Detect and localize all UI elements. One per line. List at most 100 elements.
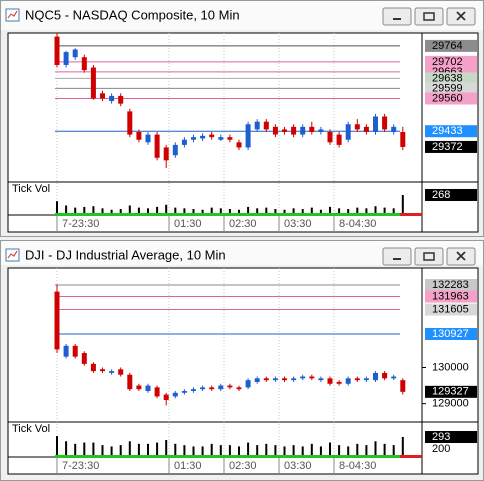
- time-label: 8-04:30: [339, 460, 376, 472]
- volume-bar: [192, 446, 195, 456]
- price-label-box: [425, 303, 477, 316]
- price-label: 130927: [432, 328, 469, 340]
- candle-body: [318, 129, 324, 132]
- volume-bar: [374, 206, 377, 214]
- price-label-box: [425, 290, 477, 303]
- volume-bar: [338, 208, 341, 214]
- volume-bar: [219, 445, 222, 456]
- candle-body: [336, 134, 342, 145]
- candle-body: [400, 380, 406, 392]
- price-label: 29702: [432, 56, 463, 68]
- volume-label: 293: [432, 431, 450, 443]
- candle-body: [254, 121, 260, 130]
- volume-label-box: [425, 188, 477, 201]
- price-label: 131963: [432, 290, 469, 302]
- volume-bar: [347, 209, 350, 214]
- restore-button[interactable]: [414, 7, 444, 26]
- candle-body: [373, 372, 378, 381]
- candle-body: [90, 67, 96, 99]
- candle-body: [282, 129, 287, 132]
- volume-bar: [292, 445, 295, 456]
- volume-bar: [74, 207, 77, 214]
- candle-body: [100, 93, 105, 99]
- price-label-box: [425, 140, 477, 153]
- time-label: 02:30: [229, 218, 257, 230]
- window-icon-glyph: [7, 250, 18, 259]
- candle-body: [209, 134, 215, 138]
- volume-bar: [165, 204, 168, 214]
- volume-bar: [274, 209, 277, 214]
- candle-body: [163, 147, 169, 161]
- time-label: 7-23:30: [62, 218, 99, 230]
- volume-bar: [156, 442, 159, 456]
- volume-bar: [374, 441, 377, 456]
- volume-bar: [310, 443, 313, 456]
- volume-bar: [65, 441, 68, 456]
- volume-bar: [110, 446, 113, 456]
- volume-bar: [247, 442, 250, 456]
- minimize-button[interactable]: [382, 247, 412, 266]
- candle-body: [181, 139, 187, 145]
- chart-area: [7, 267, 423, 475]
- candle-body: [363, 126, 369, 132]
- restore-glyph: [423, 252, 435, 261]
- candle-body: [272, 126, 278, 135]
- candle-body: [345, 378, 351, 384]
- volume-bar: [101, 445, 104, 456]
- candle-body: [382, 116, 388, 130]
- window-title: DJI - DJ Industrial Average, 10 Min: [25, 247, 226, 262]
- time-label: 03:30: [284, 218, 312, 230]
- volume-bar: [274, 445, 277, 456]
- candle-body: [354, 378, 360, 381]
- candle-body: [145, 385, 151, 391]
- volume-bar: [147, 208, 149, 214]
- candle-body: [172, 144, 178, 156]
- volume-bar: [174, 207, 177, 214]
- candle-body: [90, 363, 96, 372]
- candle-body: [263, 121, 269, 130]
- volume-bar: [65, 205, 68, 214]
- candle-body: [318, 378, 324, 381]
- volume-bar: [201, 446, 204, 456]
- volume-bar: [392, 208, 395, 214]
- minimize-glyph: [393, 258, 401, 260]
- candle-body: [300, 126, 306, 135]
- candle-body: [391, 376, 397, 379]
- price-label-box: [425, 385, 477, 398]
- price-label-box: [425, 278, 477, 291]
- volume-bar: [356, 443, 359, 456]
- candle-body: [209, 387, 215, 390]
- restore-button[interactable]: [414, 247, 444, 266]
- volume-label: 268: [432, 189, 450, 201]
- candle-body: [136, 131, 142, 140]
- volume-bar: [347, 446, 350, 456]
- minimize-button[interactable]: [382, 7, 412, 26]
- volume-bar: [210, 443, 213, 456]
- volume-bar: [128, 441, 131, 456]
- time-label: 02:30: [229, 460, 257, 472]
- price-label-box: [425, 125, 477, 138]
- volume-bar: [56, 201, 58, 214]
- volume-bar: [137, 443, 140, 456]
- y-tick-label: 130000: [432, 361, 469, 373]
- volume-bar: [301, 446, 304, 456]
- volume-bar: [219, 208, 222, 214]
- session-bar: [55, 455, 400, 458]
- volume-bar: [283, 446, 286, 456]
- volume-bar: [210, 207, 213, 214]
- volume-bar: [329, 442, 331, 456]
- volume-bar: [238, 209, 240, 214]
- volume-bar: [183, 445, 186, 456]
- time-label: 8-04:30: [339, 218, 376, 230]
- volume-bar: [238, 446, 240, 456]
- candle-body: [272, 378, 278, 381]
- close-glyph: [456, 11, 466, 21]
- volume-bar: [365, 208, 368, 214]
- volume-bar: [119, 445, 122, 456]
- window-title: NQC5 - NASDAQ Composite, 10 Min: [25, 7, 240, 22]
- volume-bar: [83, 206, 86, 214]
- volume-bar: [256, 208, 259, 214]
- candle-body: [191, 389, 196, 391]
- price-label-box: [425, 92, 477, 105]
- session-bar: [55, 213, 400, 216]
